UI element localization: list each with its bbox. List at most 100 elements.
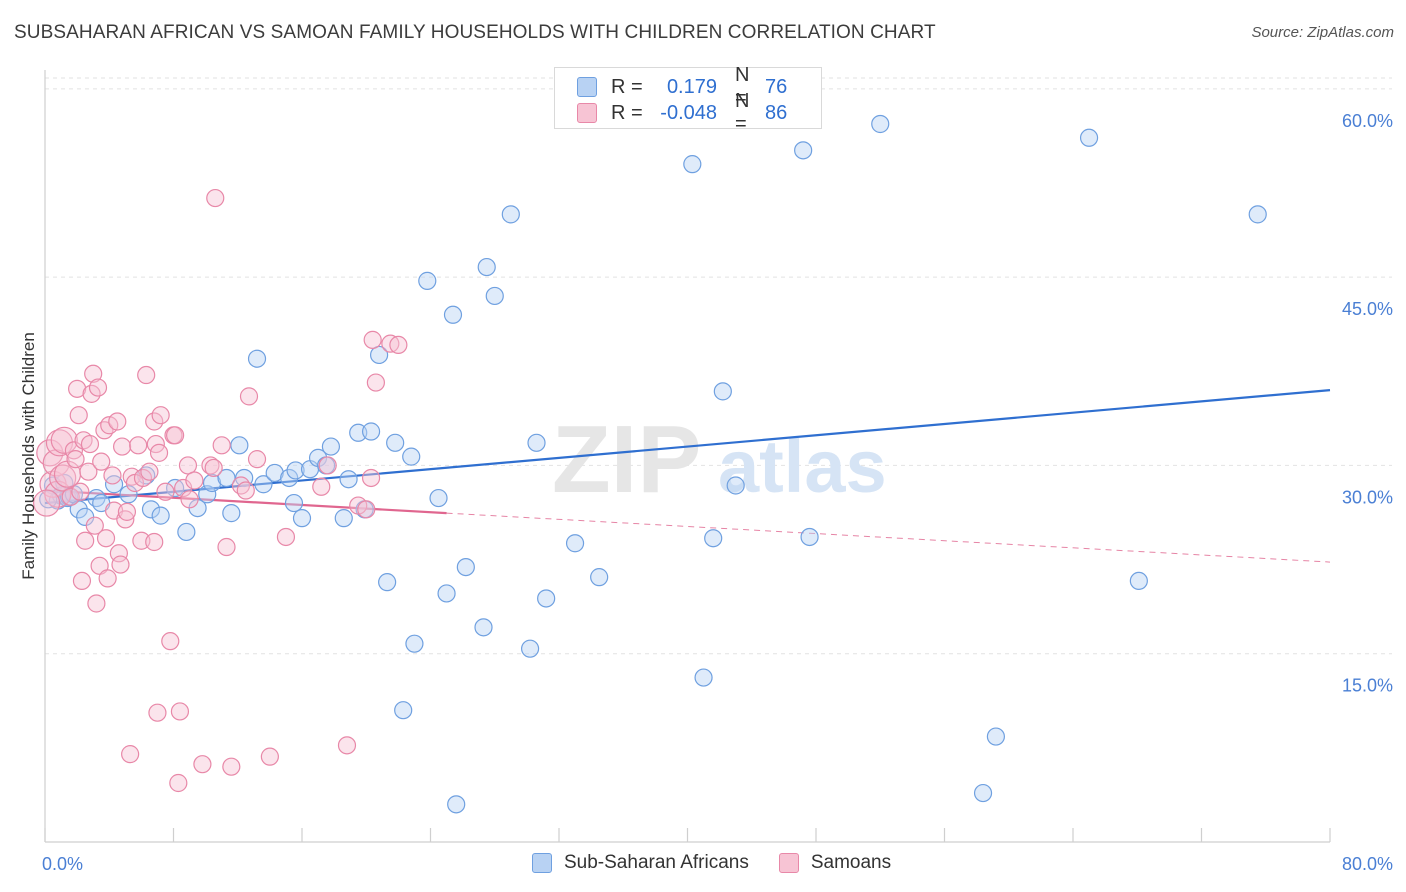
point-samoan (112, 437, 132, 456)
point-samoan (116, 510, 135, 529)
point-samoan (148, 703, 167, 722)
trend-line-samoan (44, 489, 447, 515)
point-samoan (389, 335, 408, 355)
point-samoan (85, 516, 104, 535)
point-samoan (61, 487, 80, 506)
point-subsaharan (973, 783, 993, 803)
point-samoan (76, 531, 95, 550)
point-samoan (161, 632, 180, 651)
point-subsaharan (202, 473, 222, 493)
point-subsaharan (321, 437, 341, 456)
point-samoan (68, 379, 87, 398)
legend-item-subsaharan[interactable]: Sub-Saharan Africans (532, 852, 749, 874)
point-subsaharan (1248, 205, 1267, 224)
point-subsaharan (501, 205, 520, 224)
point-samoan (44, 480, 72, 508)
data-points (33, 114, 1267, 814)
point-samoan (363, 330, 382, 349)
y-tick-label: 60.0% (1342, 111, 1393, 131)
point-samoan (109, 544, 128, 563)
point-subsaharan (474, 618, 493, 637)
point-subsaharan (87, 488, 106, 508)
point-samoan (201, 456, 220, 475)
point-samoan (236, 481, 255, 500)
point-samoan (361, 468, 381, 488)
point-subsaharan (284, 493, 304, 513)
point-samoan (222, 757, 241, 776)
point-samoan (80, 434, 100, 454)
point-samoan (140, 462, 159, 481)
point-samoan (79, 462, 98, 481)
point-samoan (178, 456, 198, 475)
point-samoan (88, 378, 108, 397)
point-subsaharan (334, 509, 353, 528)
x-tick-label-min: 0.0% (42, 854, 83, 874)
point-subsaharan (349, 423, 368, 442)
legend-n-value: 76 (765, 75, 788, 98)
point-subsaharan (447, 795, 466, 814)
point-samoan (87, 594, 106, 613)
point-samoan (170, 702, 190, 721)
legend-r-value: -0.048 (660, 101, 717, 124)
point-samoan (71, 482, 90, 501)
point-subsaharan (378, 573, 397, 592)
point-samoan (180, 490, 199, 509)
y-tick-label: 15.0% (1342, 676, 1393, 696)
point-subsaharan (222, 504, 241, 523)
point-subsaharan (537, 589, 556, 608)
y-axis-label: Family Households with Children (19, 332, 38, 580)
point-subsaharan (437, 584, 456, 603)
point-subsaharan (800, 527, 819, 547)
point-subsaharan (177, 522, 196, 542)
point-subsaharan (394, 701, 413, 720)
legend-row-samoan: R = -0.048 N = 86 (577, 90, 788, 135)
point-samoan (212, 436, 231, 455)
point-samoan (166, 426, 185, 445)
point-subsaharan (683, 155, 702, 174)
point-subsaharan (713, 382, 732, 401)
point-subsaharan (254, 475, 273, 494)
point-subsaharan (39, 490, 58, 509)
point-subsaharan (405, 634, 424, 653)
watermark-zip: ZIP (552, 406, 701, 513)
point-samoan (185, 471, 204, 490)
point-subsaharan (292, 509, 312, 528)
point-subsaharan (339, 470, 358, 489)
point-subsaharan (217, 468, 236, 488)
y-tick-label: 45.0% (1342, 299, 1393, 319)
legend-r-label: R = (611, 101, 643, 124)
point-samoan (156, 482, 175, 501)
point-samoan (169, 773, 188, 793)
point-samoan (132, 531, 151, 550)
point-subsaharan (477, 257, 496, 277)
tick-labels: 15.0% 30.0% 45.0% 60.0% 0.0% 80.0% (42, 111, 1393, 874)
point-subsaharan (119, 485, 138, 504)
watermark: ZIP atlas (552, 406, 887, 513)
point-subsaharan (590, 568, 609, 587)
trend-lines (44, 389, 1331, 563)
point-samoan (145, 532, 164, 552)
point-subsaharan (429, 488, 448, 508)
point-samoan (231, 476, 251, 495)
chart-title: SUBSAHARAN AFRICAN VS SAMOAN FAMILY HOUS… (14, 22, 936, 43)
point-subsaharan (361, 422, 381, 441)
point-subsaharan (527, 433, 546, 452)
point-samoan (84, 364, 103, 383)
legend-item-samoan[interactable]: Samoans (778, 852, 891, 874)
legend-n-value: 86 (765, 101, 788, 124)
point-samoan (108, 412, 127, 431)
source-label: Source: ZipAtlas.com (1251, 24, 1394, 41)
point-subsaharan (694, 668, 713, 687)
point-subsaharan (141, 500, 161, 519)
point-samoan (149, 443, 169, 462)
point-subsaharan (726, 476, 745, 495)
point-subsaharan (485, 286, 504, 306)
point-samoan (260, 747, 279, 766)
point-samoan (66, 450, 85, 469)
point-subsaharan (286, 461, 305, 480)
y-tick-label: 30.0% (1342, 487, 1393, 507)
point-samoan (95, 421, 114, 440)
point-samoan (312, 477, 331, 496)
point-samoan (129, 436, 148, 455)
point-samoan (366, 373, 385, 392)
